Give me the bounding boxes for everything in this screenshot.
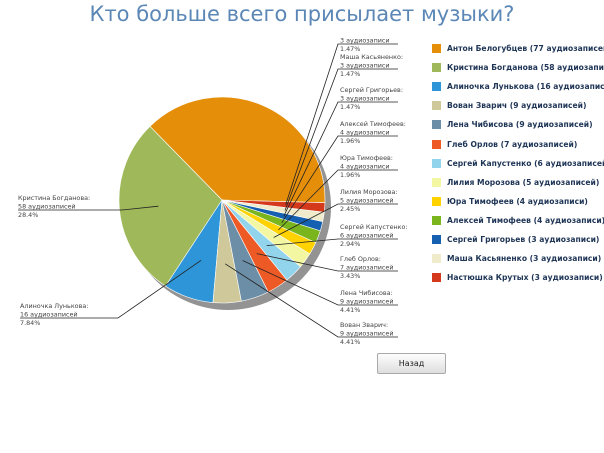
slice-label-11-line-2: 3 аудиозаписи [340,95,390,103]
slice-label-2-line-2: 58 аудиозаписей [18,203,76,211]
leader-lines [18,43,398,338]
slice-label-13-line-3: 1.47% [340,45,360,53]
legend-swatch [432,215,441,225]
legend-label: Лилия Морозова (5 аудиозаписей) [447,177,600,187]
chart-title: Кто больше всего присылает музыки? [89,2,515,26]
legend-swatch [432,82,441,92]
legend-item: Маша Касьяненко (3 аудиозаписи) [432,249,604,268]
slice-label-9-line-1: Юра Тимофеев: [340,154,393,162]
legend-item: Алексей Тимофеев (4 аудиозаписи) [432,211,604,230]
legend-swatch [432,196,441,206]
legend-item: Лена Чибисова (9 аудиозаписей) [432,115,604,134]
slice-label-13-line-2: 3 аудиозаписи [340,37,390,45]
leader-line-10 [281,135,398,224]
legend-label: Лена Чибисова (9 аудиозаписей) [447,120,593,130]
slice-label-10-line-3: 1.96% [340,137,360,145]
slice-label-11-line-1: Сергей Григорьев: [340,86,403,94]
slice-label-10-line-2: 4 аудиозаписи [340,129,390,137]
leader-line-13 [285,43,398,205]
legend-label: Вован Зварич (9 аудиозаписей) [447,101,587,111]
legend-label: Сергей Григорьев (3 аудиозаписи) [447,234,600,244]
legend-item: Юра Тимофеев (4 аудиозаписи) [432,192,604,211]
legend-swatch [432,254,441,264]
leader-line-7 [266,238,398,246]
leader-line-11 [283,101,398,217]
slice-label-3-line-1: Алиночка Лунькова: [20,302,88,310]
legend-swatch [432,158,441,168]
leader-line-12 [284,68,398,211]
slice-label-4-line-1: Вован Зварич: [340,321,388,329]
legend-swatch [432,44,441,54]
slice-label-12-line-3: 1.47% [340,70,360,78]
slice-label-9-line-2: 4 аудиозаписи [340,163,390,171]
slice-label-9-line-3: 1.96% [340,171,360,179]
legend-label: Настюшка Крутых (3 аудиозаписи) [447,273,603,283]
slice-label-8-line-3: 2.45% [340,205,360,213]
legend-item: Алиночка Лунькова (16 аудиозаписей) [432,77,604,96]
legend-swatch [432,139,441,149]
legend-label: Маша Касьяненко (3 аудиозаписи) [447,254,602,264]
legend-item: Вован Зварич (9 аудиозаписей) [432,96,604,115]
legend-item: Глеб Орлов (7 аудиозаписей) [432,134,604,153]
legend-item: Сергей Григорьев (3 аудиозаписи) [432,230,604,249]
legend-swatch [432,273,441,283]
legend-swatch [432,234,441,244]
legend-swatch [432,63,441,73]
leader-line-8 [273,203,398,238]
back-button[interactable]: Назад [377,353,446,374]
leader-line-6 [256,253,398,272]
legend-item: Кристина Богданова (58 аудиозаписей) [432,58,604,77]
leader-line-2 [18,205,159,211]
leader-line-4 [224,263,398,338]
slice-label-6-line-3: 3.43% [340,272,360,280]
slice-label-3-line-3: 7.84% [20,319,40,327]
slice-label-3-line-2: 16 аудиозаписей [20,311,78,319]
legend-label: Алиночка Лунькова (16 аудиозаписей) [447,82,604,92]
legend: Антон Белогубцев (77 аудиозаписей) Кристи… [432,39,604,287]
slice-label-6-line-2: 7 аудиозаписей [340,264,394,272]
legend-label: Юра Тимофеев (4 аудиозаписи) [447,196,588,206]
slice-label-5-line-1: Лена Чибисова: [340,289,393,297]
legend-label: Кристина Богданова (58 аудиозаписей) [447,63,604,73]
slice-label-4-line-2: 9 аудиозаписей [340,330,394,338]
legend-item: Сергей Капустенко (6 аудиозаписей) [432,154,604,173]
slice-label-5-line-2: 9 аудиозаписей [340,298,394,306]
legend-item: Настюшка Крутых (3 аудиозаписи) [432,268,604,287]
slice-label-2-line-1: Кристина Богданова: [18,194,90,202]
slice-label-2-line-3: 28.4% [18,211,38,219]
legend-label: Глеб Орлов (7 аудиозаписей) [447,139,578,149]
legend-label: Сергей Капустенко (6 аудиозаписей) [447,158,604,168]
slice-label-7-line-3: 2.94% [340,240,360,248]
slice-label-12-line-2: 3 аудиозаписи [340,62,390,70]
slice-label-4-line-3: 4.41% [340,338,360,346]
legend-label: Алексей Тимофеев (4 аудиозаписи) [447,215,604,225]
slice-label-8-line-1: Лилия Морозова: [340,188,398,196]
legend-swatch [432,120,441,130]
slice-label-8-line-2: 5 аудиозаписей [340,197,394,205]
leader-line-3 [20,259,202,319]
slice-label-10-line-1: Алексей Тимофеев: [340,120,406,128]
slice-label-12-line-1: Маша Касьяненко: [340,53,403,61]
leader-line-9 [278,169,398,231]
legend-item: Антон Белогубцев (77 аудиозаписей) [432,39,604,58]
legend-swatch [432,101,441,111]
pie-slice-1[interactable] [149,96,326,204]
slice-label-6-line-1: Глеб Орлов: [340,255,381,263]
legend-swatch [432,177,441,187]
slice-label-7-line-1: Сергей Капустенко: [340,223,408,231]
slice-label-5-line-3: 4.41% [340,306,360,314]
slice-label-11-line-3: 1.47% [340,103,360,111]
legend-item: Лилия Морозова (5 аудиозаписей) [432,173,604,192]
slice-label-7-line-2: 6 аудиозаписей [340,232,394,240]
pie-slices [118,96,326,304]
legend-label: Антон Белогубцев (77 аудиозаписей) [447,44,604,54]
leader-line-5 [242,260,398,306]
